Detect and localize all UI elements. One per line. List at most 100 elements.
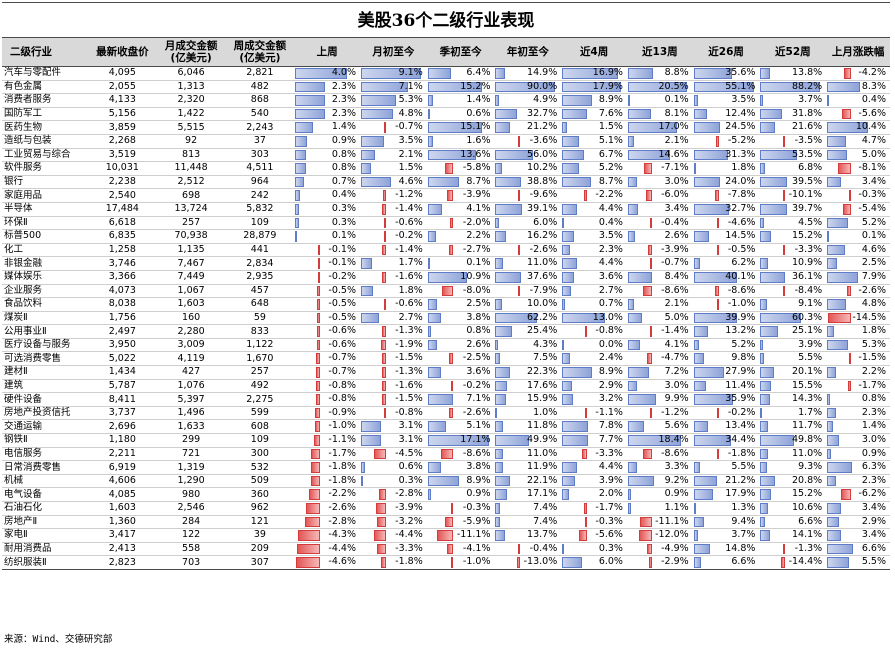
return-cell: 5.3% — [826, 338, 890, 353]
return-cell: -2.6% — [294, 501, 360, 516]
return-cell: 17.6% — [494, 379, 562, 394]
negative-bar — [374, 530, 386, 541]
return-value: 3.4% — [861, 529, 886, 541]
close-price: 3,519 — [87, 148, 157, 163]
table-row: 食品饮料 8,038 1,603 648 -0.5% -0.6% 2.5% 10.0% 0.7%… — [2, 297, 890, 312]
table-row: 日常消费零售 6,919 1,319 532 -1.8% 0.6% 3.8% 11.9% 4.4… — [2, 460, 890, 475]
return-cell: 4.8% — [826, 297, 890, 312]
industry-name: 耐用消费品 — [2, 542, 88, 557]
return-value: 53.5% — [792, 148, 823, 160]
negative-bar — [380, 339, 386, 351]
positive-bar — [295, 163, 306, 174]
return-cell: 35.6% — [692, 66, 760, 81]
return-value: 0.8% — [331, 162, 356, 174]
weekly-turnover: 2,243 — [225, 120, 295, 135]
return-cell: 0.6% — [359, 460, 427, 475]
return-value: -0.2% — [395, 230, 423, 242]
return-cell: -10.1% — [759, 188, 827, 203]
return-value: -1.2% — [661, 406, 689, 418]
positive-bar — [760, 353, 765, 365]
return-value: 15.2% — [460, 80, 491, 92]
return-value: -0.6% — [328, 338, 356, 350]
positive-bar — [827, 299, 847, 310]
close-price: 6,835 — [87, 229, 157, 244]
positive-bar — [427, 108, 430, 120]
return-value: -8.6% — [462, 447, 491, 459]
return-cell: 5.0% — [626, 311, 693, 326]
return-cell: -14.5% — [826, 311, 890, 326]
return-cell: 53.5% — [759, 148, 827, 163]
negative-bar — [450, 380, 453, 392]
return-value: 3.9% — [798, 338, 823, 350]
positive-bar — [562, 231, 574, 242]
return-cell: 0.6% — [426, 107, 495, 122]
return-cell: 1.8% — [826, 324, 890, 339]
positive-bar — [760, 68, 770, 79]
positive-bar — [693, 68, 733, 79]
weekly-turnover: 28,879 — [225, 229, 295, 244]
return-cell: 2.2% — [826, 365, 890, 380]
industry-name: 纺织服装Ⅱ — [2, 555, 88, 570]
return-cell: -0.6% — [359, 297, 427, 312]
return-cell: -1.8% — [359, 555, 427, 570]
return-cell: 5.0% — [826, 148, 890, 163]
positive-bar — [827, 135, 846, 147]
return-cell: 3.5% — [692, 93, 760, 108]
monthly-turnover: 6,046 — [156, 66, 226, 81]
monthly-turnover: 1,067 — [156, 284, 226, 299]
return-cell: -1.4% — [359, 243, 427, 258]
positive-bar — [495, 407, 498, 419]
return-value: 35.9% — [725, 393, 756, 405]
return-value: 12.4% — [725, 107, 756, 119]
close-price: 4,073 — [87, 284, 157, 299]
positive-bar — [760, 462, 767, 473]
return-value: 3.0% — [664, 379, 689, 391]
positive-bar — [295, 95, 325, 106]
positive-bar — [360, 435, 382, 446]
return-cell: 3.6% — [561, 270, 627, 285]
column-header: 近13周 — [626, 38, 693, 67]
return-value: 56.0% — [527, 148, 558, 160]
positive-bar — [693, 462, 700, 473]
return-cell: 7.7% — [561, 433, 627, 448]
weekly-turnover: 109 — [225, 433, 295, 448]
return-cell: -0.6% — [294, 324, 360, 339]
negative-bar — [296, 557, 320, 568]
close-price: 1,180 — [87, 433, 157, 448]
return-cell: 15.2% — [426, 80, 495, 95]
positive-bar — [295, 149, 306, 161]
return-value: 1.7% — [398, 257, 423, 269]
return-value: -5.6% — [595, 529, 623, 541]
return-value: 2.1% — [664, 298, 689, 310]
positive-bar — [827, 176, 841, 188]
return-value: 1.3% — [731, 502, 756, 513]
positive-bar — [827, 231, 830, 242]
return-cell: -1.7% — [561, 501, 627, 516]
return-cell: 1.7% — [359, 256, 427, 271]
return-cell: -8.1% — [826, 161, 890, 176]
positive-bar — [562, 353, 571, 365]
return-value: 2.2% — [466, 230, 491, 242]
return-value: 8.3% — [861, 80, 886, 92]
return-cell: 14.8% — [692, 542, 760, 557]
return-value: 6.6% — [861, 542, 886, 554]
return-cell: -0.4% — [494, 542, 562, 557]
negative-bar — [848, 190, 851, 201]
positive-bar — [360, 475, 363, 487]
return-cell: 2.1% — [626, 134, 693, 149]
positive-bar — [627, 231, 636, 242]
return-cell: -0.3% — [561, 515, 627, 530]
return-cell: -8.6% — [626, 284, 693, 299]
return-value: 2.1% — [398, 148, 423, 160]
return-cell: 4.4% — [561, 256, 627, 271]
return-value: -1.5% — [858, 352, 886, 364]
positive-bar — [562, 68, 618, 79]
positive-bar — [627, 339, 640, 351]
return-value: -2.0% — [462, 216, 491, 228]
return-value: 10.4% — [855, 121, 886, 133]
positive-bar — [760, 149, 797, 161]
positive-bar — [495, 122, 510, 133]
positive-bar — [562, 244, 570, 256]
positive-bar — [760, 367, 775, 378]
return-cell: -1.1% — [294, 433, 360, 448]
